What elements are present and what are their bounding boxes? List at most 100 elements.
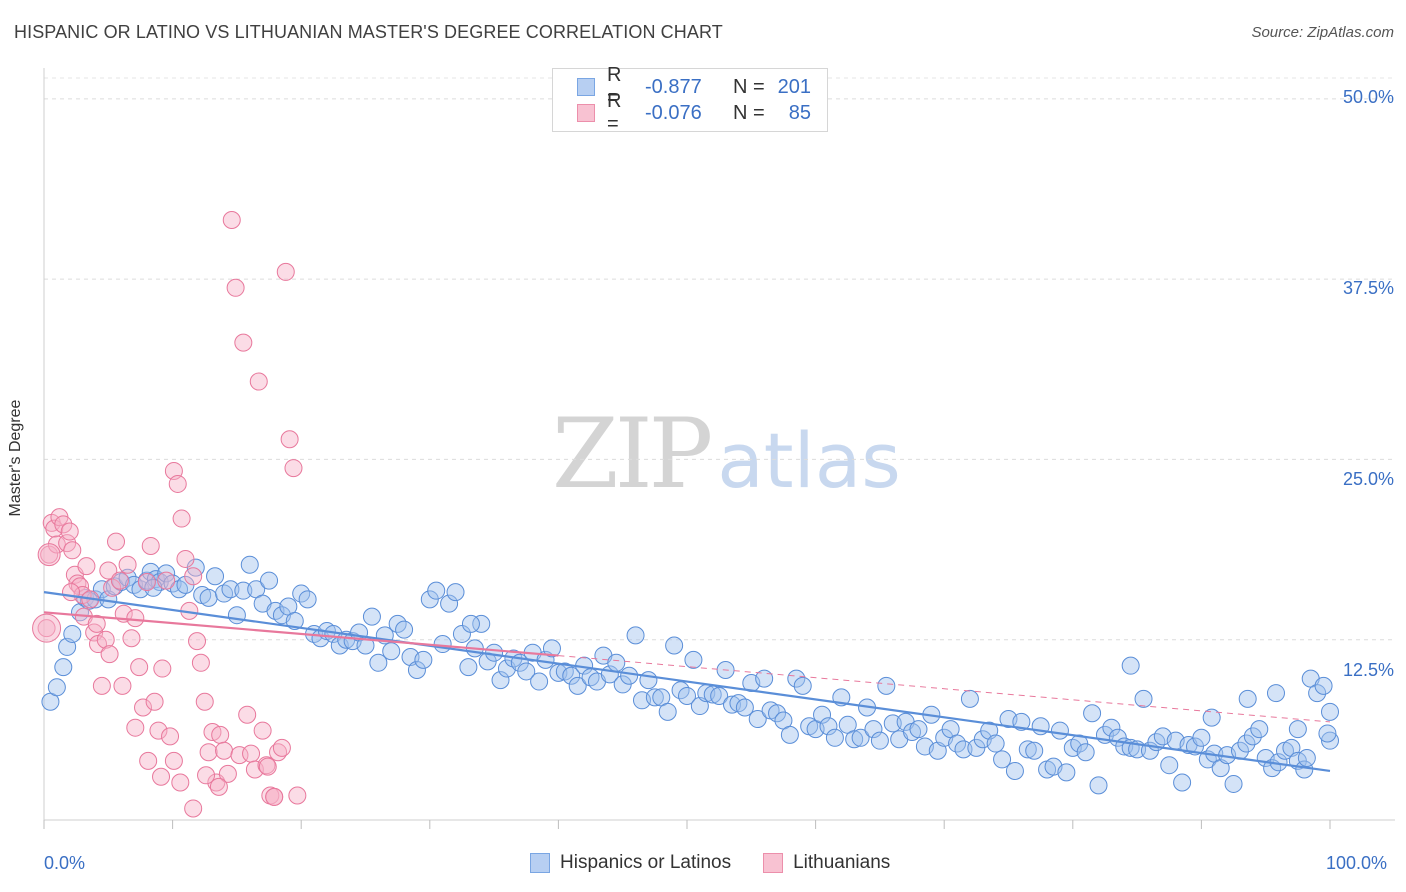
legend-n-label: N = [733,75,765,98]
point-s1-18 [92,676,111,695]
point-s0-51 [362,607,381,626]
trendline-0 [43,591,1331,773]
point-s1-50 [215,741,234,760]
point-s0-92 [626,626,645,645]
point-s1-78 [164,751,183,770]
legend-item-hispanic[interactable]: Hispanics or Latinos [530,852,731,874]
legend-label-hispanic: Hispanics or Latinos [560,852,732,873]
point-s0-158 [1050,721,1069,740]
point-s1-22 [107,532,126,551]
point-s1-46 [199,743,218,762]
legend-r-label: R = [607,90,622,135]
legend-item-lithuanian[interactable]: Lithuanians [763,852,890,874]
point-s0-130 [870,731,889,750]
point-s0-82 [562,666,581,685]
point-s0-185 [1224,774,1243,793]
watermark-atlas: atlas [717,416,901,505]
point-s0-126 [845,730,864,749]
point-s0-159 [1057,763,1076,782]
watermark-zip: ZIP [552,398,713,510]
point-s0-148 [986,734,1005,753]
point-s1-56 [238,705,257,724]
point-s1-51 [218,764,237,783]
point-s1-52 [222,211,241,229]
legend-r-label: R = [607,64,622,109]
point-s0-162 [1076,743,1095,762]
point-s1-68 [284,459,303,478]
point-s0-63 [440,594,459,613]
point-s1-27 [126,609,145,628]
point-s0-114 [768,704,787,723]
legend-n-value: 85 [788,101,811,124]
y-tick-label-25: 25.0% [1342,469,1394,489]
point-s0-58 [407,661,426,679]
point-s0-66 [459,658,478,677]
point-s0-209 [1202,708,1221,727]
point-s1-14 [77,557,96,576]
point-s1-59 [249,372,268,391]
source-label: Source: ZipAtlas.com [1251,24,1394,41]
point-s1-60 [253,721,272,740]
point-s1-20 [99,561,118,580]
point-s0-83 [568,676,587,695]
point-s0-68 [472,614,491,633]
point-s0-77 [530,672,549,691]
point-s0-39 [285,611,304,630]
point-s0-132 [883,714,902,733]
point-large-1 [32,613,62,643]
point-s0-177 [1173,773,1192,792]
point-s1-23 [110,571,129,590]
y-tick-label-37-5: 37.5% [1342,278,1394,298]
point-s0-35 [260,571,279,590]
point-s1-26 [122,629,141,648]
point-s1-81 [197,766,216,785]
point-s0-112 [755,669,774,688]
point-s0-123 [825,728,844,747]
point-s0-171 [1134,689,1153,708]
point-s0-144 [960,689,979,708]
correlation-legend: R = -0.877 N = 201 R = -0.076 N = 85 [552,64,828,135]
point-s1-76 [139,751,158,770]
point-s1-19 [96,630,115,649]
point-s1-79 [171,773,190,792]
point-s0-210 [1238,689,1257,708]
legend-r-value: -0.877 [645,75,702,98]
point-s1-43 [188,632,207,651]
point-large-2 [37,543,61,567]
point-s0-131 [877,676,896,695]
point-s0-89 [607,653,626,672]
point-s0-154 [1025,741,1044,760]
point-s0-117 [787,669,806,688]
point-s0-41 [298,590,317,609]
point-s0-151 [1005,761,1024,780]
point-s1-70 [62,583,81,602]
point-s0-30 [227,606,246,625]
point-s0-54 [382,642,401,661]
point-s1-32 [145,692,164,711]
point-s0-163 [1083,704,1102,723]
point-s1-84 [265,787,284,806]
point-s1-40 [176,549,195,568]
legend-r-value: -0.076 [645,101,702,124]
legend-n-label: N = [733,101,765,124]
point-s1-31 [141,536,160,555]
point-s1-73 [100,645,119,664]
point-s0-180 [1192,728,1211,747]
point-s0-122 [819,717,838,736]
point-s0-109 [735,698,754,717]
point-s1-34 [153,659,172,678]
legend-row-hispanic: R = -0.877 N = 201 [577,64,811,109]
point-s0-153 [1018,740,1037,759]
legend-swatch-lithuanian [763,853,784,873]
point-s1-30 [137,573,156,592]
point-s0-64 [446,583,465,602]
point-s0-166 [1102,718,1121,737]
point-s1-80 [184,799,203,818]
point-s0-121 [813,705,832,724]
point-s1-69 [288,786,307,805]
point-s1-9 [63,541,82,560]
point-s0-143 [954,740,973,759]
point-s1-77 [152,767,171,786]
point-s1-72 [87,614,106,633]
point-s0-205 [1297,748,1316,767]
